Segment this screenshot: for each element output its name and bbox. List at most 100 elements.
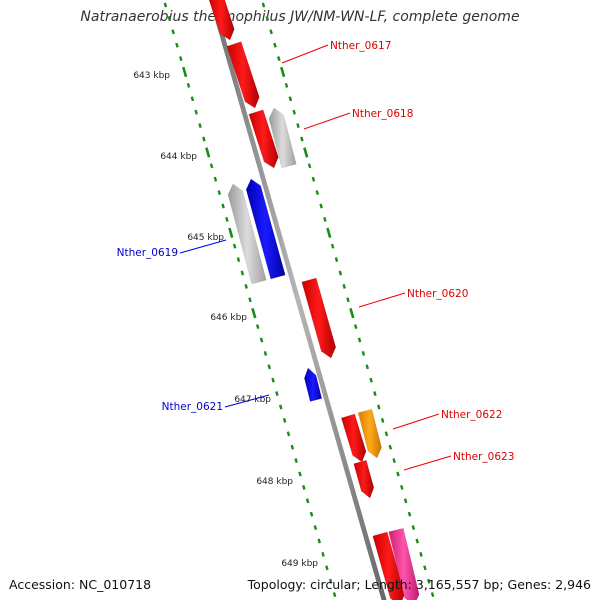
- inner-tick: [430, 592, 435, 598]
- gene-arrow-nther-0620: [301, 277, 337, 359]
- label-leader-line: [281, 44, 329, 64]
- inner-tick: [300, 136, 304, 142]
- outer-tick: [213, 176, 218, 182]
- inner-tick: [265, 15, 270, 21]
- inner-tick: [269, 29, 273, 35]
- gene-arrow-gray: [268, 107, 297, 169]
- inner-tick: [334, 257, 339, 263]
- outer-tick: [302, 484, 306, 490]
- outer-tick: [194, 109, 198, 115]
- outer-tick: [163, 2, 168, 8]
- gene-label-nther-0617[interactable]: Nther_0617: [330, 40, 391, 52]
- outer-tick: [290, 444, 295, 450]
- outer-tick: [190, 96, 195, 102]
- inner-tick: [388, 444, 393, 450]
- gene-arrow-nther-0622: [340, 413, 367, 463]
- outer-tick: [286, 431, 291, 437]
- inner-tick: [284, 82, 289, 88]
- outer-tick: [267, 364, 271, 370]
- gene-label-nther-0618[interactable]: Nther_0618: [352, 108, 413, 120]
- outer-tick: [236, 257, 241, 263]
- inner-tick: [407, 511, 412, 517]
- gene-labels: Nther_0617 Nther_0618 Nther_0619 Nther_0…: [117, 40, 515, 463]
- inner-tick: [315, 190, 320, 196]
- inner-tick: [396, 471, 400, 477]
- outer-tick: [228, 227, 234, 238]
- genome-title: Natranaerobius thermophilus JW/NM-WN-LF,…: [80, 9, 520, 25]
- label-leader-line: [224, 394, 270, 408]
- outer-tick: [217, 190, 222, 196]
- inner-tick: [357, 337, 362, 343]
- inner-tick: [292, 109, 296, 115]
- outer-tick: [240, 270, 245, 276]
- genome-backbone: [209, 0, 387, 600]
- gene-label-nther-0619[interactable]: Nther_0619: [117, 247, 178, 259]
- inner-tick: [377, 404, 381, 410]
- label-leader-line: [179, 239, 227, 254]
- inner-tick: [369, 377, 373, 383]
- outer-tick: [182, 66, 188, 78]
- outer-tick: [205, 147, 211, 158]
- inner-tick: [338, 270, 343, 276]
- inner-tick: [261, 2, 266, 8]
- outer-tick: [298, 471, 302, 477]
- gene-label-nther-0623[interactable]: Nther_0623: [453, 451, 514, 463]
- outer-tick: [321, 551, 325, 557]
- scale-label-645: 645 kbp: [187, 233, 224, 243]
- outer-tick: [171, 29, 175, 35]
- inner-tick: [346, 297, 350, 303]
- outer-tick: [275, 391, 279, 397]
- inner-tick: [326, 227, 332, 238]
- outer-tick: [186, 82, 191, 88]
- inner-tick: [303, 147, 309, 158]
- gene-arrow-nther-0623: [353, 459, 375, 499]
- gene-label-nther-0622[interactable]: Nther_0622: [441, 409, 502, 421]
- outer-tick: [309, 511, 314, 517]
- inner-tick: [411, 525, 416, 531]
- gene-arrow-nther-0617: [226, 41, 260, 109]
- inner-tick: [400, 484, 404, 490]
- label-leader-line: [303, 112, 351, 130]
- inner-tick: [330, 243, 335, 249]
- outer-tick: [179, 56, 183, 62]
- outer-tick: [271, 377, 275, 383]
- outer-tick: [263, 350, 268, 356]
- outer-tick: [305, 498, 310, 504]
- scale-label-644: 644 kbp: [160, 152, 197, 162]
- label-leader-line: [358, 292, 406, 308]
- scale-label-646: 646 kbp: [210, 313, 247, 323]
- inner-tick: [277, 56, 281, 62]
- inner-tick: [342, 283, 346, 289]
- inner-tick: [361, 350, 366, 356]
- inner-tick: [426, 578, 431, 584]
- scale-labels: 643 kbp 644 kbp 645 kbp 646 kbp 647 kbp …: [133, 71, 318, 569]
- inner-tick: [323, 216, 327, 222]
- outer-tick: [251, 308, 257, 319]
- inner-tick: [353, 324, 358, 330]
- inner-tick: [311, 176, 316, 182]
- inner-tick: [273, 42, 277, 48]
- inner-tick: [415, 538, 419, 544]
- inner-tick: [296, 123, 300, 129]
- label-leader-line: [403, 455, 452, 471]
- inner-tick: [365, 364, 369, 370]
- gene-label-nther-0620[interactable]: Nther_0620: [407, 288, 468, 300]
- outer-tick: [282, 417, 287, 423]
- outer-tick: [294, 458, 298, 464]
- inner-tick: [280, 66, 286, 78]
- outer-tick: [202, 136, 206, 142]
- outer-tick: [317, 538, 321, 544]
- gene-arrow-nther-0618: [248, 109, 279, 169]
- gene-arrow-orange: [357, 408, 382, 459]
- gene-arrow-red: [208, 0, 235, 41]
- label-leader-line: [392, 413, 440, 430]
- gene-label-nther-0621[interactable]: Nther_0621: [162, 401, 223, 413]
- gene-arrow-nther-0619: [245, 178, 286, 280]
- genome-summary-text: Topology: circular; Length: 3,165,557 bp…: [247, 577, 591, 592]
- accession-text: Accession: NC_010718: [9, 577, 152, 592]
- outer-tick: [255, 324, 260, 330]
- scale-label-643: 643 kbp: [133, 71, 170, 81]
- inner-tick: [419, 551, 423, 557]
- inner-tick: [307, 163, 312, 169]
